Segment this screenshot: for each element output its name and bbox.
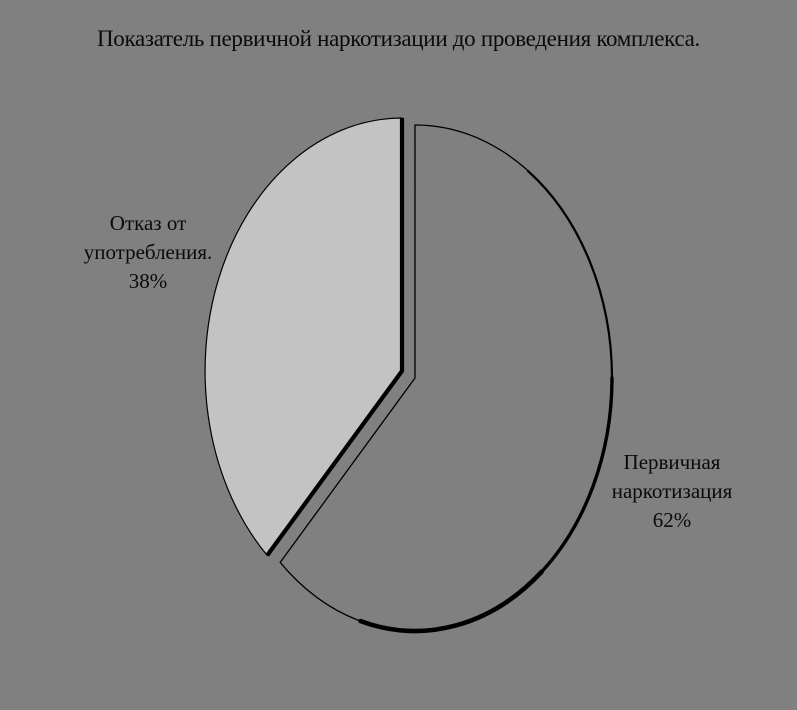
label-primary-line1: Первичная [623, 450, 721, 474]
chart-title: Показатель первичной наркотизации до про… [96, 26, 700, 51]
label-refusal-slice: Отказ от употребления. 38% [48, 209, 248, 296]
label-refusal-value: 38% [128, 269, 168, 293]
label-primary-line2: наркотизация [611, 479, 733, 503]
pie-slice-primary-arc-thick [539, 376, 614, 574]
pie-slice-primary-arc-thickest [358, 569, 544, 634]
pie-slice-refusal-edges [265, 118, 405, 557]
pie-slice-primary-arc-medium [526, 169, 614, 380]
label-refusal-line2: употребления. [83, 240, 213, 264]
label-primary-value: 62% [652, 508, 692, 532]
pie-slice-refusal [204, 117, 403, 556]
label-refusal-line1: Отказ от [109, 211, 187, 235]
label-primary-slice: Первичная наркотизация 62% [572, 448, 772, 535]
